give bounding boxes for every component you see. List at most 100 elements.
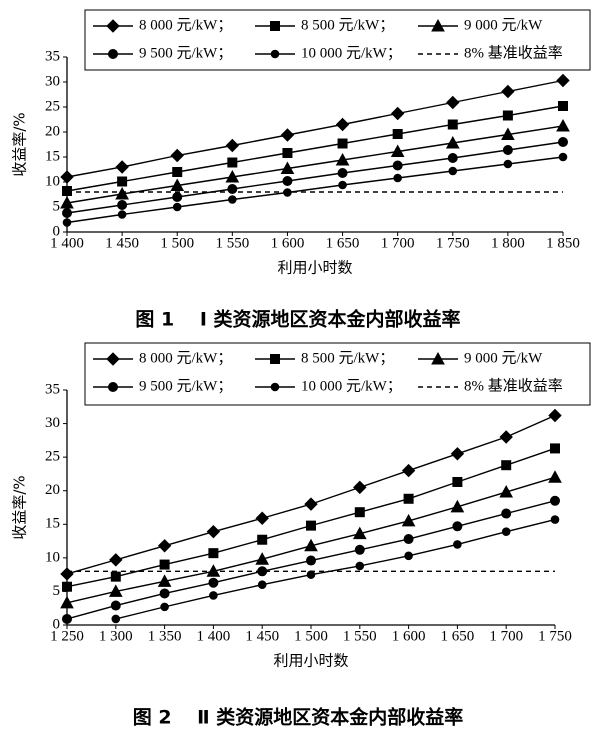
legend-label: 9 000 元/kW [464,350,543,366]
legend-label: 8 500 元/kW； [301,17,394,33]
marker [157,539,172,553]
legend-label: 10 000 元/kW； [301,45,402,61]
marker [452,476,463,487]
marker [548,470,562,483]
x-tick-label: 1 250 [50,628,84,644]
x-tick-label: 1 550 [343,628,377,644]
y-tick-label: 20 [45,123,60,139]
marker [60,567,74,581]
marker [304,497,318,511]
y-tick-label: 15 [45,148,60,164]
marker [257,534,268,545]
marker [115,160,129,174]
legend-label: 9 500 元/kW； [139,378,232,394]
marker [558,152,568,162]
legend-label: 8 500 元/kW； [301,350,394,366]
marker [390,106,405,121]
legend-box [84,342,591,406]
marker [255,511,269,525]
marker [556,118,570,132]
x-tick-label: 1 350 [148,628,182,644]
marker [110,571,121,582]
x-tick-label: 1 650 [326,235,360,251]
marker [108,584,123,597]
marker [503,159,513,169]
y-tick-label: 15 [45,516,60,532]
marker [392,129,403,139]
x-tick-label: 1 650 [441,628,475,644]
marker [501,527,511,536]
marker [282,148,293,158]
y-tick-label: 0 [53,616,61,632]
x-tick-label: 1 700 [489,628,523,644]
series-line [66,156,564,224]
series-line [66,105,564,192]
marker [60,595,74,609]
marker [558,137,568,147]
marker [404,551,413,561]
marker [550,495,560,506]
marker [352,526,367,540]
marker [280,128,295,142]
x-tick-label: 1 800 [491,235,525,251]
marker [208,577,219,588]
x-tick-label: 1 500 [160,235,194,251]
marker [62,186,72,196]
series-line [66,125,564,204]
series-line [66,79,564,178]
x-tick-label: 1 450 [245,628,279,644]
marker [354,544,365,555]
legend-label: 9 000 元/kW [464,17,543,33]
x-tick-label: 1 600 [392,628,426,644]
marker [337,168,348,178]
marker [172,192,183,202]
marker [501,127,515,140]
marker [556,73,570,88]
marker [109,553,123,567]
y-tick-label: 35 [45,381,60,397]
marker [450,499,465,513]
marker [157,574,172,587]
marker [225,169,240,183]
marker [431,18,445,32]
marker [335,117,350,132]
marker [115,186,129,200]
marker [550,443,560,454]
y-tick-label: 10 [45,549,60,565]
marker [257,580,267,590]
marker [501,460,512,471]
x-tick-label: 1 750 [538,628,572,644]
marker [270,382,280,392]
y-tick-label: 10 [45,173,60,189]
legend-label: 8 000 元/kW； [139,350,232,366]
marker [159,588,170,599]
marker [447,119,458,130]
marker [335,152,350,166]
marker [403,493,414,504]
x-tick-label: 1 850 [546,235,580,251]
marker [445,135,460,149]
x-tick-label: 1 400 [197,628,231,644]
marker [270,354,280,364]
x-tick-label: 1 300 [99,628,133,644]
marker [280,161,295,174]
chart-title: 图 2 Ⅱ 类资源地区资本金内部收益率 [133,706,464,729]
marker [172,167,183,177]
marker [62,613,72,624]
marker [208,548,219,559]
series-line [66,447,556,588]
marker [255,552,270,565]
y-tick-label: 30 [45,73,60,89]
legend-label: 9 500 元/kW； [139,45,232,61]
marker [447,153,458,163]
marker [170,178,185,191]
marker [227,157,238,168]
x-tick-label: 1 500 [294,628,328,644]
y-axis-title: 收益率/% [11,112,29,176]
marker [227,184,238,194]
y-tick-label: 5 [53,198,61,214]
marker [501,508,512,519]
marker [108,49,118,59]
y-tick-label: 20 [45,482,60,498]
